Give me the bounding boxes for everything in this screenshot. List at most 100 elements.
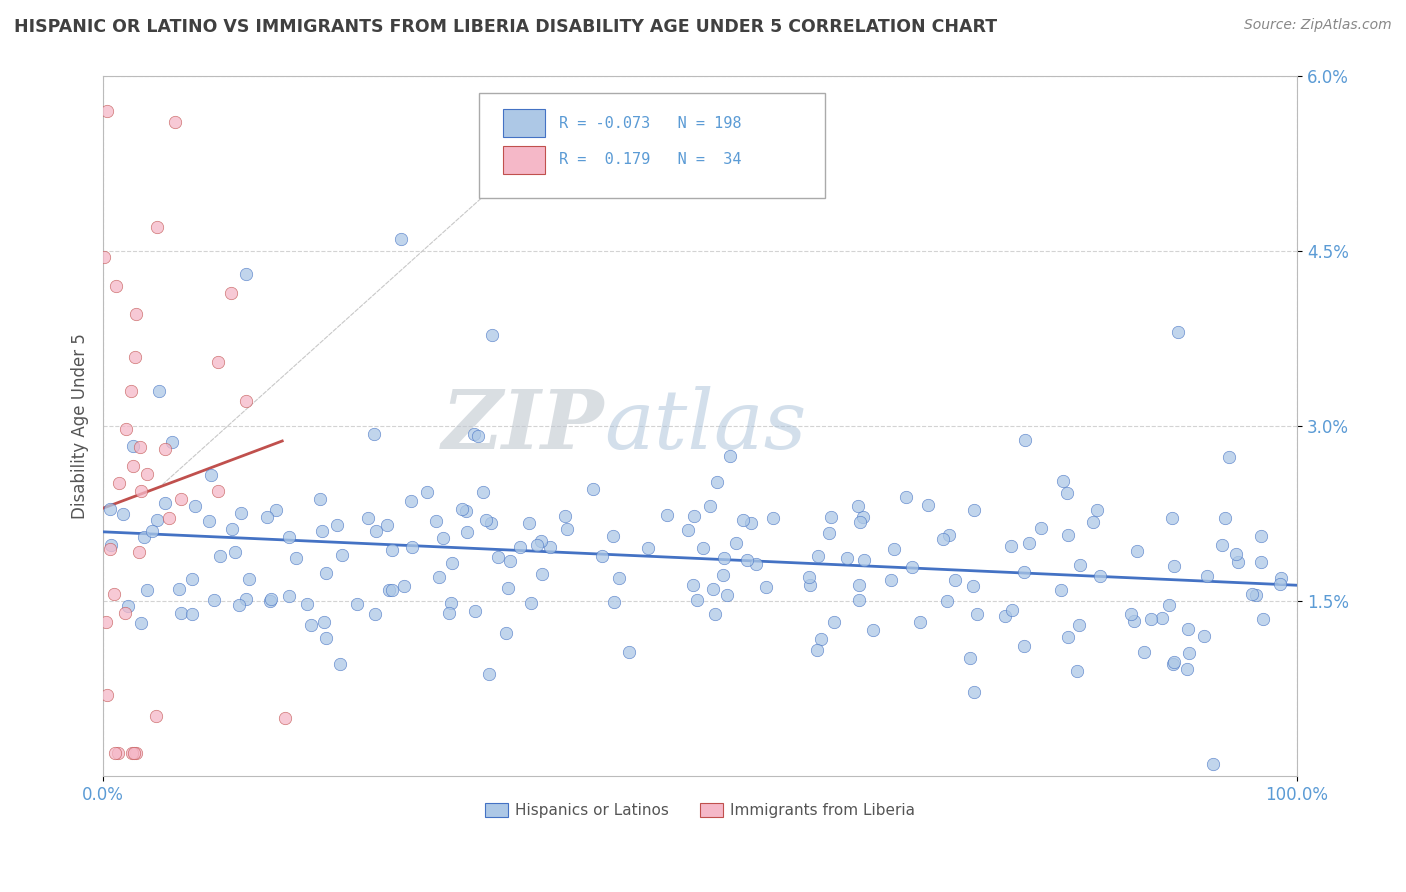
Point bbox=[1014, 434, 1036, 448]
Point bbox=[1122, 615, 1144, 629]
Point bbox=[1066, 664, 1088, 678]
Point bbox=[1175, 662, 1198, 676]
Point bbox=[107, 746, 129, 760]
Point bbox=[278, 589, 301, 603]
Point bbox=[1167, 326, 1189, 340]
Point bbox=[823, 615, 845, 629]
Point bbox=[1069, 558, 1091, 573]
Point bbox=[329, 657, 352, 672]
Text: atlas: atlas bbox=[605, 386, 807, 466]
Point bbox=[1250, 555, 1272, 569]
Point bbox=[837, 550, 859, 565]
Point bbox=[181, 573, 204, 587]
Point bbox=[165, 115, 187, 129]
Point bbox=[962, 503, 984, 517]
Point bbox=[883, 542, 905, 557]
Point bbox=[1213, 511, 1236, 525]
Point bbox=[464, 604, 486, 618]
Point bbox=[1197, 569, 1219, 583]
Point bbox=[555, 522, 578, 536]
Point bbox=[799, 577, 821, 591]
Point bbox=[1241, 587, 1264, 601]
Point bbox=[104, 746, 127, 760]
Point bbox=[478, 666, 501, 681]
Point bbox=[136, 467, 159, 482]
Point bbox=[309, 491, 332, 506]
Point bbox=[264, 503, 287, 517]
Point bbox=[1227, 555, 1250, 569]
Point bbox=[153, 442, 176, 457]
Point bbox=[1163, 655, 1185, 669]
Point bbox=[938, 528, 960, 542]
Point bbox=[1001, 602, 1024, 616]
Point bbox=[463, 427, 485, 442]
Point bbox=[221, 522, 243, 536]
Point bbox=[931, 532, 953, 546]
Point bbox=[731, 513, 754, 527]
Point bbox=[797, 570, 820, 584]
Point bbox=[495, 625, 517, 640]
Point bbox=[456, 524, 478, 539]
Point bbox=[848, 516, 870, 530]
Legend: Hispanics or Latinos, Immigrants from Liberia: Hispanics or Latinos, Immigrants from Li… bbox=[478, 797, 921, 824]
Point bbox=[762, 510, 785, 524]
Point bbox=[381, 582, 404, 597]
Point bbox=[207, 483, 229, 498]
Point bbox=[486, 550, 509, 565]
Point bbox=[125, 746, 148, 760]
Point bbox=[509, 540, 531, 554]
Point bbox=[817, 526, 839, 541]
Point bbox=[284, 550, 307, 565]
Point bbox=[718, 449, 741, 463]
Point bbox=[1152, 611, 1174, 625]
Point bbox=[1218, 450, 1240, 464]
Point bbox=[1119, 607, 1142, 621]
Point bbox=[686, 593, 709, 607]
Point bbox=[1250, 529, 1272, 543]
Point bbox=[238, 572, 260, 586]
Point bbox=[96, 103, 118, 118]
Point bbox=[122, 458, 145, 473]
Point bbox=[167, 582, 190, 596]
Point bbox=[440, 596, 463, 610]
Point bbox=[936, 594, 959, 608]
Point bbox=[299, 618, 322, 632]
Point bbox=[1211, 538, 1233, 552]
Point bbox=[260, 591, 283, 606]
Point bbox=[716, 587, 738, 601]
Point bbox=[655, 508, 678, 523]
Point bbox=[98, 542, 121, 557]
Point bbox=[1018, 536, 1040, 550]
Point bbox=[315, 566, 337, 580]
Point bbox=[129, 616, 152, 631]
Point bbox=[124, 350, 146, 364]
Point bbox=[713, 550, 735, 565]
Point bbox=[170, 491, 193, 506]
Point bbox=[202, 592, 225, 607]
Point bbox=[122, 746, 145, 760]
Point bbox=[162, 434, 184, 449]
Point bbox=[1085, 503, 1108, 517]
Point bbox=[699, 499, 721, 513]
Point bbox=[1157, 599, 1180, 613]
Point bbox=[1067, 618, 1090, 632]
Point bbox=[122, 439, 145, 453]
Point bbox=[582, 482, 605, 496]
Point bbox=[1132, 645, 1154, 659]
Point bbox=[121, 746, 143, 760]
Point bbox=[207, 354, 229, 368]
Point bbox=[134, 530, 156, 544]
Point bbox=[146, 513, 169, 527]
Point bbox=[311, 524, 333, 538]
Point bbox=[1126, 544, 1149, 558]
Point bbox=[1178, 646, 1201, 660]
Point bbox=[180, 607, 202, 621]
Point bbox=[129, 441, 152, 455]
Point bbox=[1012, 565, 1035, 579]
Point bbox=[724, 536, 747, 550]
Point bbox=[894, 491, 917, 505]
Point bbox=[98, 501, 121, 516]
Point bbox=[378, 582, 401, 597]
Point bbox=[1161, 657, 1184, 671]
Point bbox=[208, 549, 231, 563]
